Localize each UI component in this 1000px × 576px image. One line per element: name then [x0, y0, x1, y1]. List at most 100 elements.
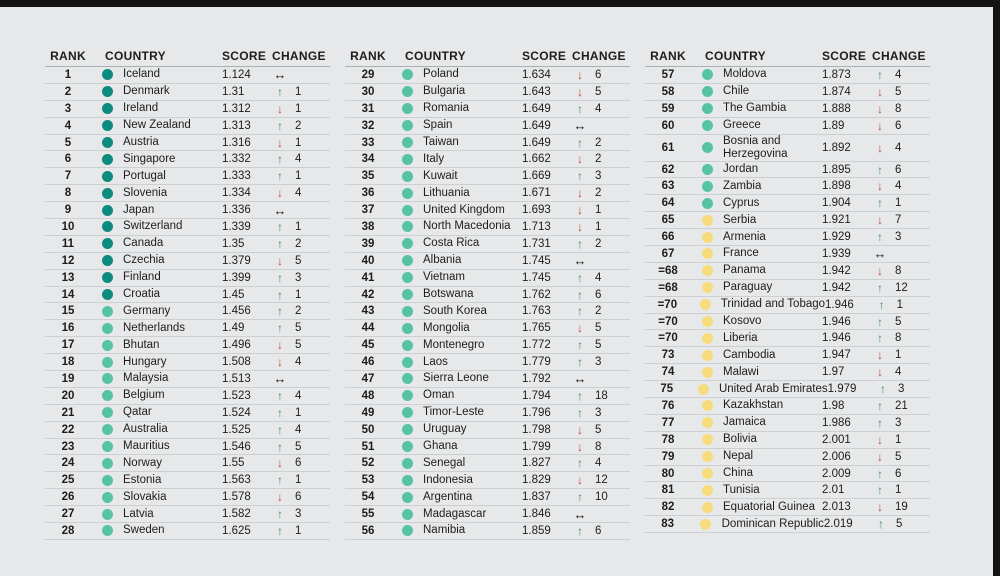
change-amount: 2 — [595, 305, 602, 318]
dot-cell — [391, 305, 423, 317]
table-row: 63 Zambia 1.898 ↓ 4 — [645, 178, 930, 196]
dot-cell — [691, 248, 723, 260]
change-cell: ↑ 1 — [872, 483, 930, 497]
rank-cell: 80 — [661, 467, 675, 480]
score-cell: 1.873 — [822, 68, 851, 81]
score-tier-dot — [101, 272, 113, 284]
dot-cell — [691, 417, 723, 429]
change-cell: ↑ 1 — [272, 406, 330, 420]
down-arrow-icon: ↓ — [877, 348, 883, 363]
score-cell: 1.31 — [222, 85, 245, 98]
score-cell: 2.006 — [822, 450, 851, 463]
table-row: 11 Canada 1.35 ↑ 2 — [45, 236, 330, 253]
dot-cell — [91, 221, 123, 233]
change-cell: ↑ 6 — [572, 524, 630, 538]
country-name: Switzerland — [123, 220, 183, 233]
rank-cell: 18 — [61, 356, 75, 369]
up-arrow-icon: ↑ — [880, 382, 887, 397]
rank-cell: 43 — [361, 305, 375, 318]
table-row: 44 Mongolia 1.765 ↓ 5 — [345, 320, 630, 338]
change-cell: ↔ — [572, 253, 630, 268]
score-tier-dot — [701, 349, 713, 361]
rank-cell: 33 — [361, 136, 375, 149]
score-cell: 1.496 — [222, 339, 251, 352]
dot-cell — [691, 484, 723, 496]
dot-cell — [391, 289, 423, 301]
score-cell: 1.643 — [522, 85, 551, 98]
country-name: Bosnia and Herzegovina — [723, 134, 788, 160]
up-arrow-icon: ↑ — [877, 483, 883, 498]
up-arrow-icon: ↑ — [277, 169, 283, 184]
table-row: 31 Romania 1.649 ↑ 4 — [345, 101, 630, 118]
country-name: Croatia — [123, 288, 161, 301]
change-cell: ↓ 4 — [872, 365, 930, 379]
dot-cell — [691, 180, 723, 192]
score-tier-dot — [701, 142, 713, 154]
dot-cell — [391, 424, 423, 436]
table-row: 49 Timor-Leste 1.796 ↑ 3 — [345, 405, 630, 422]
score-tier-dot — [101, 390, 113, 402]
score-cell: 1.89 — [822, 119, 845, 132]
country-name: Denmark — [123, 85, 170, 98]
column-header-country: COUNTRY — [405, 49, 466, 63]
up-arrow-icon: ↑ — [277, 388, 283, 403]
table-row: 46 Laos 1.779 ↑ 3 — [345, 354, 630, 372]
dot-cell — [391, 322, 423, 334]
country-name: Nepal — [723, 450, 754, 463]
table-row: =70 Trinidad and Tobago 1.946 ↑ 1 — [645, 297, 930, 314]
country-name: Bhutan — [123, 338, 160, 351]
dot-cell — [391, 170, 423, 182]
change-cell: ↓ 6 — [872, 119, 930, 133]
table-row: 30 Bulgaria 1.643 ↓ 5 — [345, 84, 630, 101]
score-cell: 1.874 — [822, 85, 851, 98]
country-name: Senegal — [423, 456, 466, 469]
country-name: Cambodia — [723, 348, 776, 361]
table-row: 33 Taiwan 1.649 ↑ 2 — [345, 135, 630, 152]
change-amount: 2 — [595, 187, 602, 200]
table-row: 67 France 1.939 ↔ — [645, 246, 930, 263]
rank-cell: 76 — [661, 399, 675, 412]
table-row: 39 Costa Rica 1.731 ↑ 2 — [345, 236, 630, 253]
table-row: 2 Denmark 1.31 ↑ 1 — [45, 84, 330, 101]
up-arrow-icon: ↑ — [277, 473, 283, 488]
change-amount: 6 — [595, 524, 602, 537]
dot-cell — [691, 197, 723, 209]
table-row: 74 Malawi 1.97 ↓ 4 — [645, 364, 930, 382]
change-amount: 6 — [895, 163, 902, 176]
up-arrow-icon: ↑ — [577, 101, 583, 116]
score-tier-dot — [701, 484, 713, 496]
change-amount: 5 — [595, 423, 602, 436]
score-tier-dot — [401, 238, 413, 250]
dot-cell — [391, 86, 423, 98]
score-tier-dot — [101, 120, 113, 132]
dot-cell — [91, 255, 123, 267]
rank-cell: 83 — [661, 518, 674, 531]
change-cell: ↓ 6 — [272, 456, 330, 470]
ranking-tables: RANK COUNTRY SCORE CHANGE 1 Iceland 1.124 ↔ 2 Den… — [45, 45, 930, 540]
change-amount: 18 — [595, 389, 608, 402]
change-amount: 2 — [295, 305, 302, 318]
change-amount: 1 — [295, 136, 302, 149]
score-tier-dot — [101, 407, 113, 419]
country-name: Ireland — [123, 102, 159, 115]
up-arrow-icon: ↑ — [577, 304, 583, 319]
change-amount: 4 — [895, 366, 902, 379]
dot-cell — [391, 255, 423, 267]
score-cell: 1.888 — [822, 102, 851, 115]
change-cell: ↑ 8 — [872, 331, 930, 345]
rank-cell: 47 — [361, 372, 375, 385]
table-row: 37 United Kingdom 1.693 ↓ 1 — [345, 202, 630, 220]
rank-cell: 25 — [61, 474, 75, 487]
dot-cell — [391, 508, 423, 520]
country-name: Lithuania — [423, 186, 470, 199]
score-cell: 1.669 — [522, 170, 551, 183]
change-cell: ↓ 7 — [872, 213, 930, 227]
rank-cell: 41 — [361, 271, 375, 284]
change-cell: ↑ 6 — [872, 163, 930, 177]
score-cell: 1.827 — [522, 457, 551, 470]
dot-cell — [91, 322, 123, 334]
change-amount: 8 — [595, 440, 602, 453]
country-name: Romania — [423, 102, 470, 115]
table-row: 50 Uruguay 1.798 ↓ 5 — [345, 422, 630, 439]
change-amount: 12 — [595, 474, 608, 487]
